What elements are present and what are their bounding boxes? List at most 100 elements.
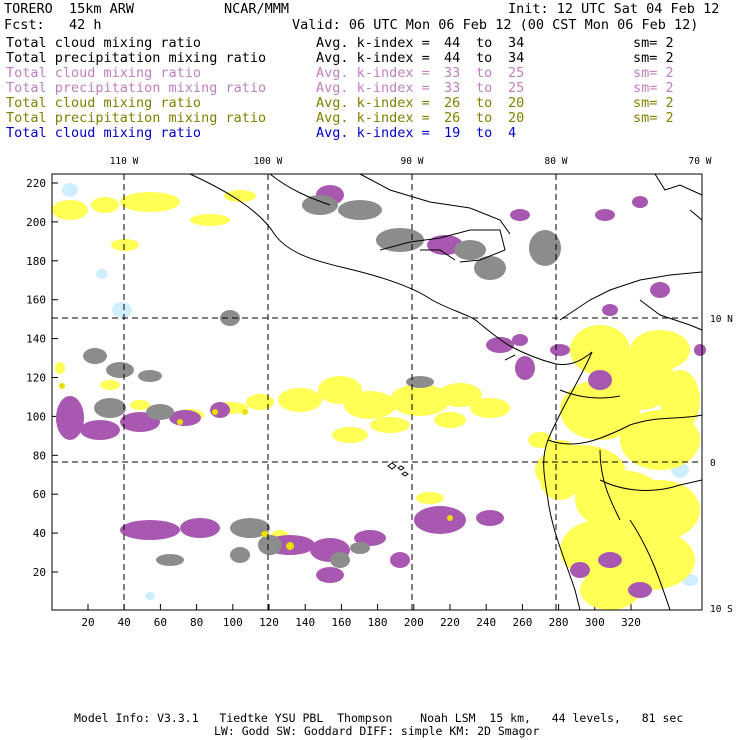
coastline bbox=[639, 299, 703, 331]
legend-sm: sm= 2 bbox=[633, 95, 674, 111]
x-tick-label: 140 bbox=[295, 616, 315, 629]
y-tick-label: 40 bbox=[33, 527, 46, 540]
coastline bbox=[689, 209, 703, 221]
precip-high-area bbox=[598, 552, 622, 568]
coastline bbox=[559, 271, 703, 321]
x-tick-label: 20 bbox=[81, 616, 94, 629]
legend-index: Avg. k-index = bbox=[316, 80, 430, 96]
precip-high-area bbox=[595, 209, 615, 221]
y-tick-label: 200 bbox=[26, 216, 46, 229]
x-tick-label: 240 bbox=[476, 616, 496, 629]
legend-lo: 20 bbox=[508, 95, 525, 111]
precip-mid-spot bbox=[177, 419, 183, 425]
legend-sm: sm= 2 bbox=[633, 80, 674, 96]
x-tick-label: 160 bbox=[331, 616, 351, 629]
cloud-high-area bbox=[258, 535, 282, 555]
cloud-high-area bbox=[302, 195, 338, 215]
legend-to: to bbox=[476, 110, 493, 126]
legend-sm: sm= 2 bbox=[633, 65, 674, 81]
cloud-mid-area bbox=[246, 394, 274, 410]
coastline bbox=[599, 479, 703, 491]
cloud-mid-area bbox=[55, 362, 65, 374]
cloud-high-area bbox=[230, 518, 270, 538]
cloud-high-area bbox=[454, 240, 486, 260]
x-tick-label: 300 bbox=[585, 616, 605, 629]
legend-field: Total precipitation mixing ratio bbox=[6, 50, 267, 66]
cloud-high-area bbox=[138, 370, 162, 382]
cloud-mid-area bbox=[278, 388, 322, 412]
coastline bbox=[387, 462, 397, 470]
precip-high-area bbox=[354, 530, 386, 546]
legend-to: to bbox=[476, 95, 493, 111]
model-name: TORERO 15km ARW bbox=[4, 1, 135, 17]
legend-field: Total cloud mixing ratio bbox=[6, 95, 202, 111]
forecast-map: 110 W 100 W 90 W 80 W 70 W 10 N 0 10 S 20 40 60 8… bbox=[26, 156, 733, 629]
legend-lo: 25 bbox=[508, 80, 525, 96]
cloud-high-area bbox=[330, 552, 350, 568]
organization: NCAR/MMM bbox=[224, 1, 290, 17]
cloud-high-area bbox=[338, 200, 382, 220]
lon-label: 70 W bbox=[689, 156, 712, 167]
legend-index: Avg. k-index = bbox=[316, 50, 430, 66]
x-tick-label: 100 bbox=[223, 616, 243, 629]
legend-to: to bbox=[476, 65, 493, 81]
lat-label: 10 N bbox=[710, 314, 733, 325]
cloud-high-area bbox=[94, 398, 126, 418]
cloud-high-area bbox=[474, 256, 506, 280]
cloud-mid-area bbox=[344, 391, 396, 419]
cloud-mid-area bbox=[416, 492, 444, 504]
cloud-low-area bbox=[112, 302, 132, 318]
x-tick-label: 120 bbox=[259, 616, 279, 629]
x-tick-label: 260 bbox=[512, 616, 532, 629]
cloud-mid-area bbox=[620, 480, 700, 540]
legend-sm: sm= 2 bbox=[633, 50, 674, 66]
cloud-mid-area bbox=[332, 427, 368, 443]
coastline bbox=[379, 229, 506, 263]
precip-high-area bbox=[56, 396, 84, 440]
cloud-high-area bbox=[529, 230, 561, 266]
cloud-mid-area bbox=[470, 398, 510, 418]
precip-high-area bbox=[120, 520, 180, 540]
forecast-hour: Fcst: 42 h bbox=[4, 17, 102, 33]
x-tick-label: 200 bbox=[404, 616, 424, 629]
coastline bbox=[504, 354, 516, 361]
precip-high-area bbox=[588, 370, 612, 390]
coastline bbox=[599, 449, 621, 521]
coastline bbox=[269, 173, 331, 206]
precip-high-area bbox=[510, 209, 530, 221]
legend-index: Avg. k-index = bbox=[316, 65, 430, 81]
cloud-mid-area bbox=[545, 440, 575, 460]
cloud-high-area bbox=[146, 404, 174, 420]
cloud-mid-area bbox=[370, 417, 410, 433]
cloud-mid-area bbox=[190, 214, 230, 226]
cloud-mid-area bbox=[580, 570, 640, 610]
legend-lo: 25 bbox=[508, 65, 525, 81]
cloud-mid-area bbox=[130, 400, 150, 410]
y-tick-label: 160 bbox=[26, 294, 46, 307]
legend-field: Total cloud mixing ratio bbox=[6, 125, 202, 141]
legend-field: Total cloud mixing ratio bbox=[6, 65, 202, 81]
coastline bbox=[547, 414, 703, 445]
legend-lo: 34 bbox=[508, 35, 525, 51]
precip-high-area bbox=[476, 510, 504, 526]
cloud-mid-area bbox=[560, 380, 640, 440]
precip-mid-spot bbox=[261, 531, 269, 537]
map-frame bbox=[51, 173, 703, 611]
y-tick-label: 220 bbox=[26, 177, 46, 190]
cloud-mid-area bbox=[630, 330, 690, 370]
legend-index: Avg. k-index = bbox=[316, 95, 430, 111]
legend-hi: 26 bbox=[444, 110, 461, 126]
cloud-mid-area bbox=[434, 412, 466, 428]
cloud-mid-area bbox=[660, 370, 700, 430]
precip-high-area bbox=[512, 334, 528, 346]
cloud-mid-area bbox=[111, 239, 139, 251]
legend-field: Total precipitation mixing ratio bbox=[6, 80, 267, 96]
legend-to: to bbox=[476, 80, 493, 96]
cloud-low-area bbox=[62, 183, 78, 197]
precip-mid-spot bbox=[59, 383, 65, 389]
model-info-line: Model Info: V3.3.1 Tiedtke YSU PBL Thomp… bbox=[74, 711, 684, 725]
precip-high-area bbox=[515, 356, 535, 380]
x-tick-label: 320 bbox=[621, 616, 641, 629]
legend-index: Avg. k-index = bbox=[316, 35, 430, 51]
cloud-high-area bbox=[406, 376, 434, 388]
